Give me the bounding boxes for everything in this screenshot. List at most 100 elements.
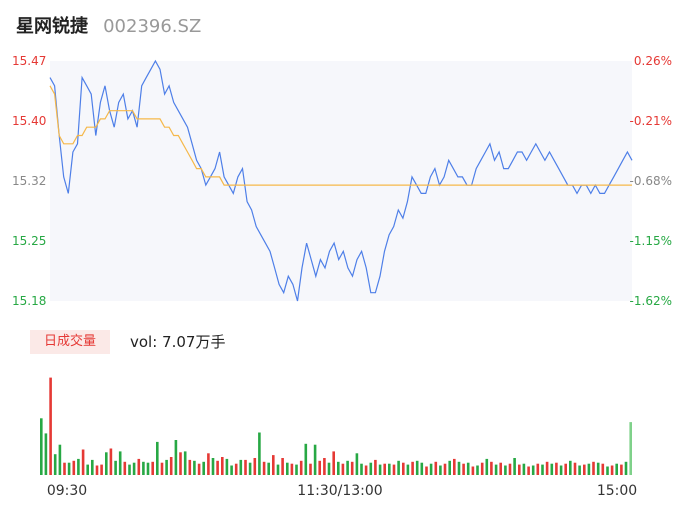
volume-bar bbox=[67, 462, 71, 475]
volume-bar bbox=[439, 465, 442, 475]
volume-bar bbox=[221, 457, 224, 475]
volume-bar bbox=[234, 463, 238, 475]
volume-bar bbox=[211, 458, 215, 475]
volume-bar bbox=[295, 464, 298, 475]
volume-bar bbox=[58, 444, 62, 475]
volume-bar bbox=[406, 464, 410, 475]
volume-bar bbox=[587, 463, 591, 475]
volume-bar bbox=[411, 461, 414, 475]
volume-bar bbox=[276, 464, 280, 475]
x-tick-label: 11:30/13:00 bbox=[297, 483, 382, 499]
x-tick-label: 15:00 bbox=[597, 483, 637, 499]
volume-bar bbox=[156, 441, 159, 475]
volume-bar bbox=[132, 462, 136, 475]
volume-bar bbox=[313, 444, 317, 475]
volume-bar bbox=[601, 463, 605, 475]
volume-bar bbox=[559, 465, 563, 475]
volume-bar bbox=[207, 453, 210, 475]
volume-bar bbox=[606, 466, 609, 475]
volume-bar bbox=[360, 463, 363, 475]
stock-name: 星网锐捷 bbox=[16, 16, 88, 37]
y-right-tick-label: -0.68% bbox=[630, 174, 672, 188]
volume-bar bbox=[193, 460, 196, 475]
volume-bar bbox=[402, 462, 405, 475]
volume-bar bbox=[272, 455, 275, 475]
volume-bar bbox=[620, 464, 623, 475]
volume-bar bbox=[369, 462, 373, 475]
volume-bar bbox=[466, 462, 470, 475]
volume-bar bbox=[541, 464, 544, 475]
volume-bar bbox=[355, 453, 359, 475]
volume-bar bbox=[471, 466, 475, 475]
volume-bar bbox=[453, 458, 456, 475]
volume-bar bbox=[629, 422, 632, 475]
volume-bar bbox=[225, 458, 229, 475]
volume-bar bbox=[109, 448, 113, 475]
y-tick-label: 15.18 bbox=[12, 294, 46, 308]
volume-bar bbox=[188, 459, 192, 475]
volume-label: vol: 7.07万手 bbox=[130, 333, 226, 351]
volume-bar bbox=[429, 463, 433, 475]
volume-bar bbox=[49, 377, 52, 475]
volume-bar bbox=[332, 451, 335, 475]
volume-bar bbox=[281, 458, 284, 475]
volume-bar bbox=[527, 466, 530, 475]
volume-bar bbox=[350, 461, 354, 475]
volume-bar bbox=[239, 459, 243, 475]
volume-bar bbox=[388, 463, 391, 475]
volume-bar bbox=[624, 461, 628, 475]
volume-bar bbox=[490, 461, 493, 475]
y-tick-label: 15.40 bbox=[12, 114, 46, 128]
y-right-tick-label: -1.15% bbox=[630, 234, 672, 248]
y-tick-label: 15.32 bbox=[12, 174, 46, 188]
volume-bar bbox=[179, 452, 182, 475]
volume-bar bbox=[485, 458, 489, 475]
volume-bar bbox=[578, 465, 581, 475]
x-tick-label: 09:30 bbox=[47, 483, 87, 499]
volume-bar bbox=[443, 463, 447, 475]
volume-tag: 日成交量 bbox=[30, 330, 110, 354]
volume-bar bbox=[555, 462, 558, 475]
volume-bar bbox=[494, 464, 498, 475]
volume-bar bbox=[564, 463, 567, 475]
volume-bar bbox=[457, 461, 461, 475]
volume-bar bbox=[165, 459, 168, 475]
volume-bar bbox=[160, 462, 164, 475]
volume-bar bbox=[569, 460, 572, 475]
volume-bar bbox=[378, 464, 382, 475]
volume-bar bbox=[118, 451, 122, 475]
y-tick-label: 15.47 bbox=[12, 54, 46, 68]
volume-bar bbox=[95, 465, 99, 475]
volume-bar bbox=[508, 463, 512, 475]
volume-bar bbox=[248, 462, 252, 475]
y-right-tick-label: 0.26% bbox=[634, 54, 672, 68]
volume-bar bbox=[327, 462, 331, 475]
volume-bar bbox=[504, 465, 507, 475]
volume-bar bbox=[318, 460, 321, 475]
volume-bar bbox=[434, 461, 438, 475]
volume-bar bbox=[216, 460, 219, 475]
volume-bar bbox=[40, 418, 43, 475]
volume-bar bbox=[341, 463, 345, 475]
volume-bar bbox=[262, 461, 266, 475]
volume-bar bbox=[415, 460, 419, 475]
volume-bar bbox=[596, 462, 600, 475]
volume-bar bbox=[499, 462, 502, 475]
volume-bar bbox=[545, 461, 549, 475]
volume-bar bbox=[448, 460, 451, 475]
volume-bar bbox=[346, 460, 349, 475]
volume-bar bbox=[290, 463, 294, 475]
volume-bar bbox=[304, 443, 308, 475]
y-right-tick-label: -1.62% bbox=[630, 294, 672, 308]
volume-bar bbox=[397, 460, 400, 475]
volume-bar bbox=[100, 464, 103, 475]
volume-bar bbox=[573, 462, 577, 475]
volume-bar bbox=[197, 463, 201, 475]
volume-bar bbox=[480, 462, 484, 475]
volume-bar bbox=[63, 462, 66, 475]
volume-bar bbox=[337, 461, 340, 475]
volume-bar bbox=[392, 464, 396, 475]
volume-bar bbox=[420, 462, 424, 475]
volume-bar bbox=[137, 458, 141, 475]
